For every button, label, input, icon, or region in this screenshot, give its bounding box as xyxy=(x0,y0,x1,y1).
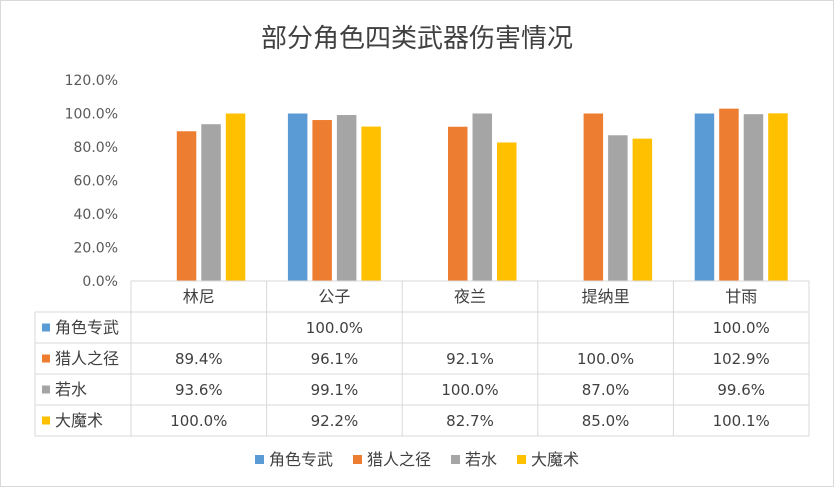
data-label: 100.0% xyxy=(713,319,770,337)
table-legend-key xyxy=(42,416,50,425)
data-label: 85.0% xyxy=(582,412,630,430)
data-label: 100.0% xyxy=(306,319,363,337)
data-label: 99.6% xyxy=(717,381,765,399)
bar xyxy=(336,115,357,281)
bar xyxy=(768,113,788,282)
data-label: 87.0% xyxy=(582,381,630,399)
y-tick-label: 60.0% xyxy=(74,174,118,190)
y-tick-label: 80.0% xyxy=(74,140,118,156)
bar xyxy=(694,113,715,281)
legend-key xyxy=(255,455,264,464)
data-label: 96.1% xyxy=(311,350,359,368)
legend-key xyxy=(353,455,362,464)
data-label: 93.6% xyxy=(175,381,223,399)
category-label: 提纳里 xyxy=(582,287,630,306)
data-label: 99.1% xyxy=(311,381,359,399)
bar xyxy=(448,126,468,281)
bar xyxy=(176,131,197,281)
bar xyxy=(287,113,308,281)
bar xyxy=(225,113,246,281)
chart-title: 部分角色四类武器伤害情况 xyxy=(261,24,573,54)
table-legend-key xyxy=(42,385,50,394)
data-label: 92.2% xyxy=(311,412,359,430)
legend-label: 大魔术 xyxy=(531,450,579,469)
legend-label: 角色专武 xyxy=(269,450,333,469)
y-tick-label: 100.0% xyxy=(65,107,118,123)
data-label: 100.0% xyxy=(577,350,634,368)
table-legend-key xyxy=(42,354,50,363)
data-label: 100.1% xyxy=(713,412,770,430)
data-label: 100.0% xyxy=(170,412,227,430)
y-tick-label: 120.0% xyxy=(65,73,118,89)
data-label: 92.1% xyxy=(446,350,494,368)
category-label: 甘雨 xyxy=(725,287,757,306)
table-legend-key xyxy=(42,323,50,332)
bar xyxy=(743,114,764,281)
legend-label: 若水 xyxy=(465,450,497,469)
y-tick-label: 20.0% xyxy=(74,241,118,257)
legend-label: 猎人之径 xyxy=(367,450,431,469)
table-row-label: 猎人之径 xyxy=(55,349,119,368)
data-label: 102.9% xyxy=(713,350,770,368)
category-label: 夜兰 xyxy=(454,287,486,306)
table-row-label: 若水 xyxy=(55,380,87,399)
bar xyxy=(608,135,628,281)
data-label: 100.0% xyxy=(441,381,498,399)
y-tick-label: 40.0% xyxy=(74,207,118,223)
category-label: 公子 xyxy=(318,287,350,306)
bar xyxy=(583,113,604,281)
bar xyxy=(361,126,381,281)
bar xyxy=(312,120,332,281)
legend-key xyxy=(451,455,460,464)
y-tick-label: 0.0% xyxy=(82,274,118,290)
legend-key xyxy=(517,455,526,464)
bar xyxy=(472,113,492,281)
table-row-label: 大魔术 xyxy=(55,411,103,430)
bar xyxy=(632,138,653,281)
bar xyxy=(201,124,221,281)
category-label: 林尼 xyxy=(183,287,215,306)
data-label: 82.7% xyxy=(446,412,494,430)
bar xyxy=(497,142,517,281)
data-label: 89.4% xyxy=(175,350,223,368)
table-row-label: 角色专武 xyxy=(55,318,119,337)
bar xyxy=(719,108,739,281)
